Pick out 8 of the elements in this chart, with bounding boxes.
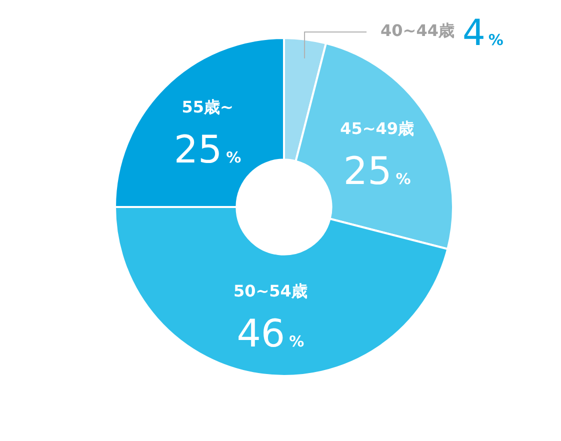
data-label: 25% [343,148,411,193]
slice-label: 45~49歳 [340,119,414,138]
slice-label: 40~44歳 [380,21,454,40]
data-label: 4% [462,13,504,54]
slice-label: 55歳~ [182,98,234,117]
data-label: 25% [174,128,242,172]
data-label: 46% [236,311,304,356]
slice-label: 50~54歳 [233,281,308,300]
